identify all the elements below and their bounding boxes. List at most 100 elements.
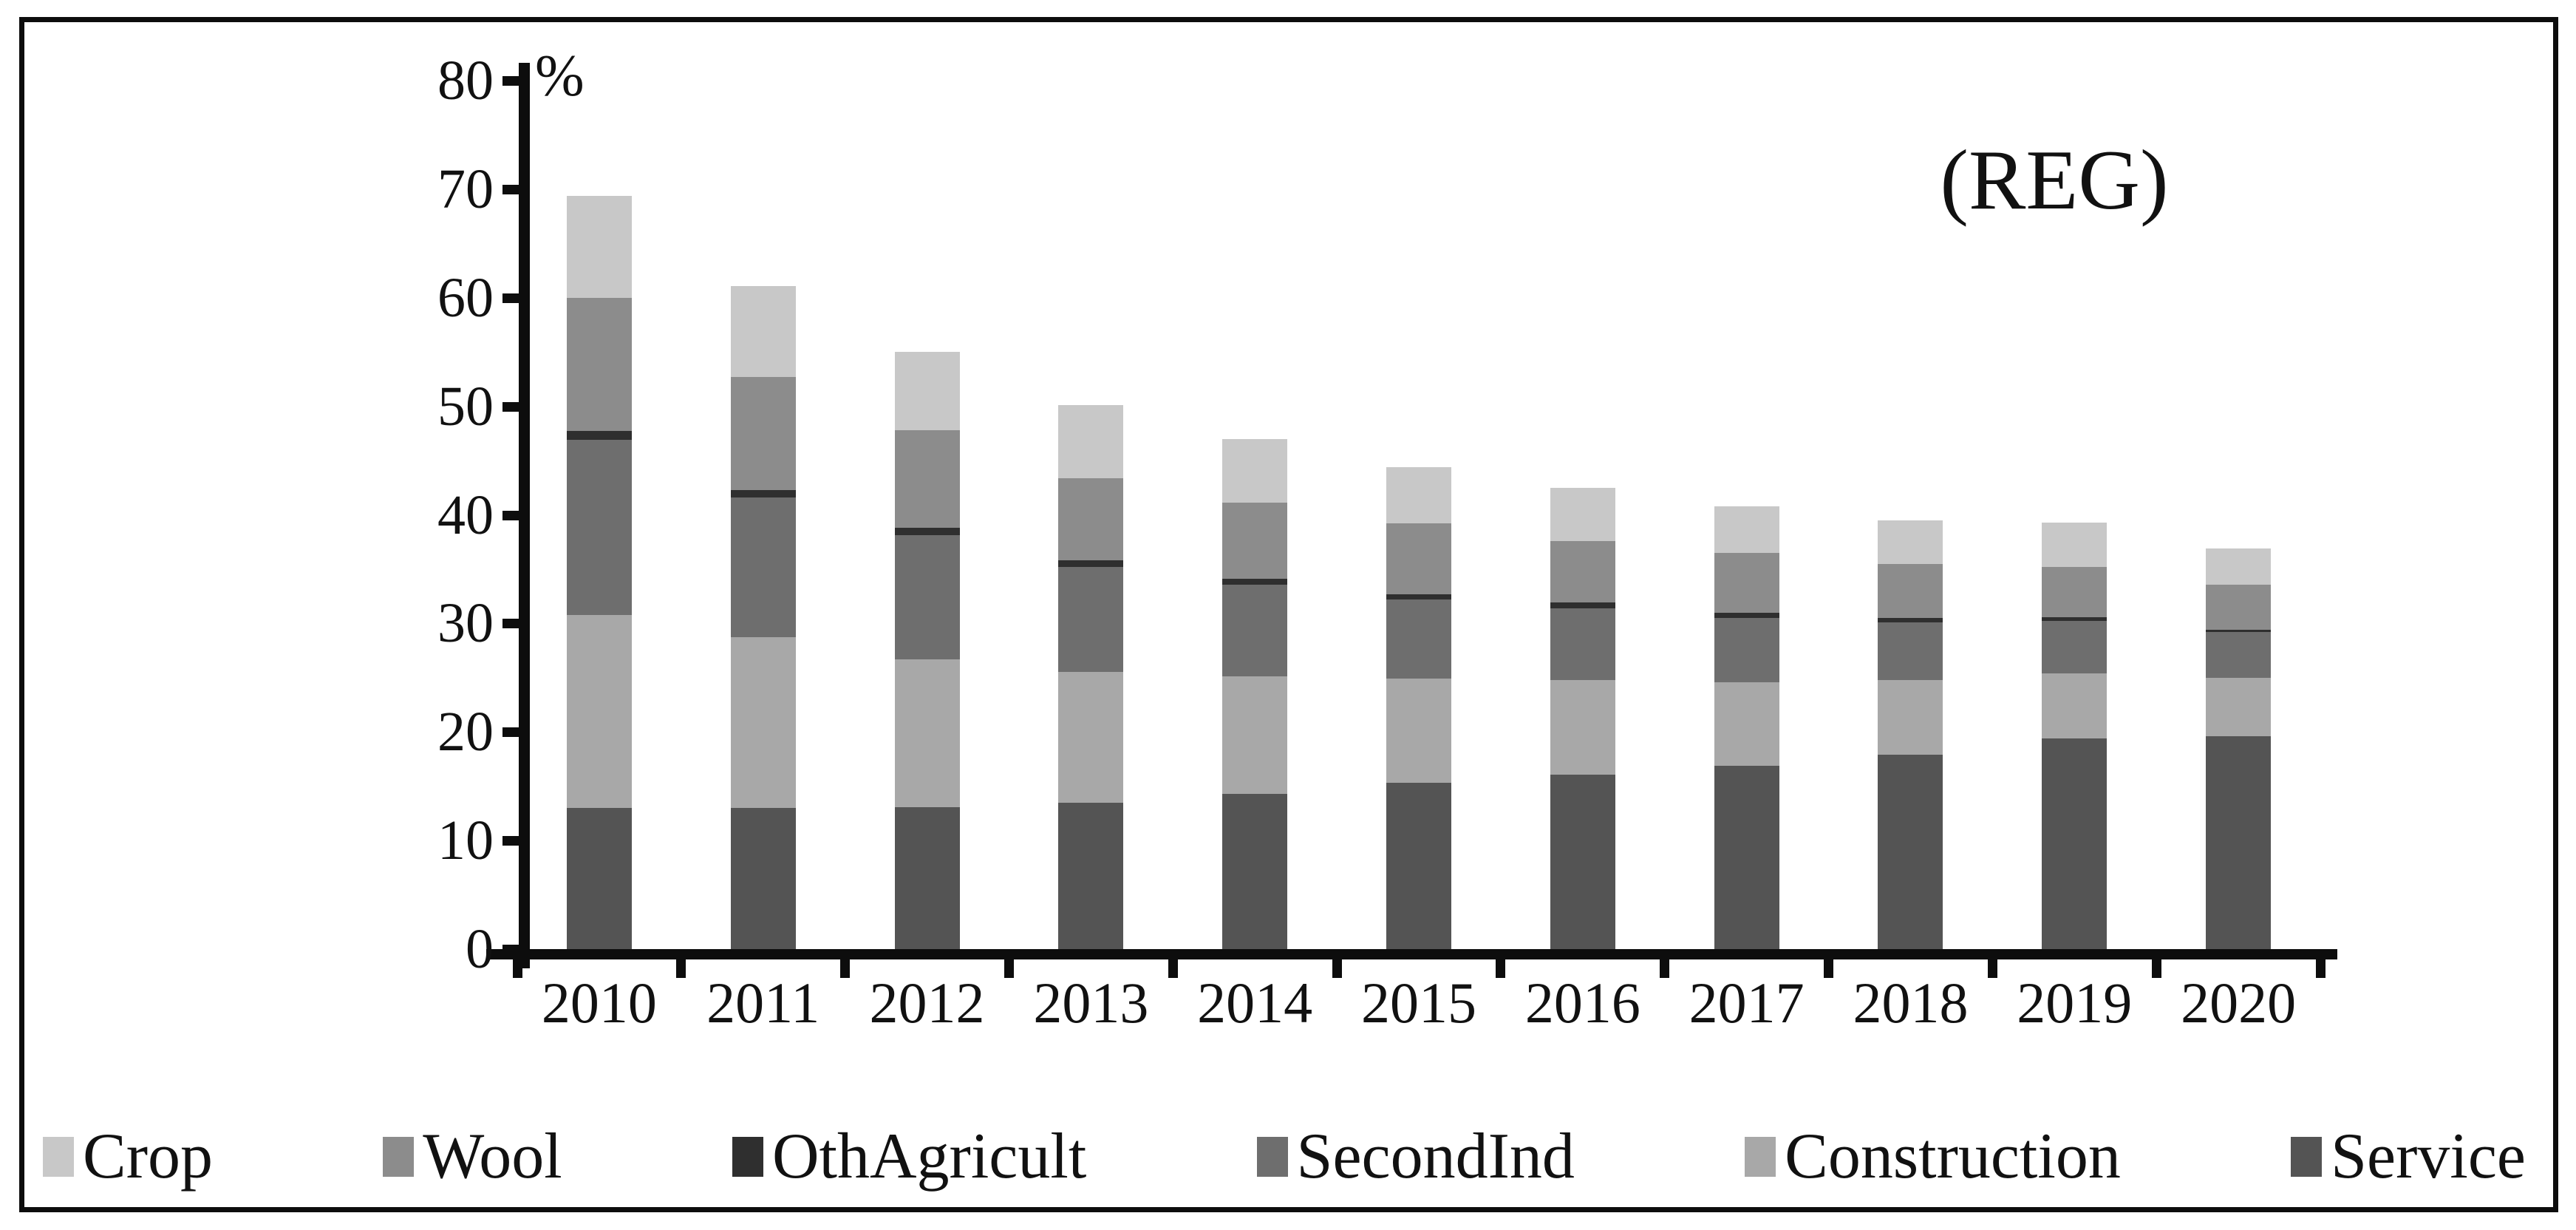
x-year-label-2011: 2011 — [706, 971, 820, 1035]
bar-column-2020 — [2156, 81, 2320, 949]
y-tick — [502, 836, 520, 846]
bar-segment-wool-2014 — [1222, 503, 1288, 580]
y-tick-label: 80 — [437, 50, 494, 112]
figure-frame — [19, 17, 2558, 1212]
bar-segment-secondind-2019 — [2042, 621, 2108, 673]
bar-segment-othagricult-2016 — [1550, 602, 1615, 608]
x-year-label-2013: 2013 — [1033, 971, 1149, 1035]
y-tick-label: 60 — [437, 266, 494, 329]
x-axis-line — [486, 949, 2337, 959]
bar-column-2017 — [1665, 81, 1829, 949]
legend-swatch-crop-icon — [43, 1137, 74, 1177]
bar-segment-service-2011 — [730, 808, 796, 949]
x-year-label-2017: 2017 — [1689, 971, 1805, 1035]
legend-item-construction: Construction — [1745, 1120, 2121, 1194]
y-tick-label: 20 — [437, 701, 494, 764]
bar-segment-secondind-2018 — [1878, 622, 1943, 680]
legend-label-crop: Crop — [83, 1121, 213, 1192]
y-tick — [502, 727, 520, 738]
bar-segment-wool-2017 — [1714, 552, 1779, 613]
x-year-label-2010: 2010 — [541, 971, 657, 1035]
bar-segment-construction-2020 — [2206, 677, 2272, 737]
bar-segment-construction-2018 — [1878, 679, 1943, 755]
bar-segment-service-2017 — [1714, 765, 1779, 949]
bar-segment-othagricult-2015 — [1386, 594, 1451, 600]
bar-segment-wool-2011 — [730, 376, 796, 490]
bar-segment-crop-2020 — [2206, 548, 2272, 585]
bar-segment-secondind-2012 — [894, 535, 960, 659]
x-tick — [1332, 958, 1342, 978]
bar-segment-secondind-2017 — [1714, 618, 1779, 682]
y-tick-label: 70 — [437, 157, 494, 220]
bar-segment-crop-2010 — [566, 195, 632, 298]
y-tick — [502, 184, 520, 194]
y-tick-label: 10 — [437, 809, 494, 872]
bar-segment-construction-2016 — [1550, 679, 1615, 775]
y-tick-label: 30 — [437, 592, 494, 655]
bar-column-2018 — [1829, 81, 1993, 949]
legend-item-othagricult: OthAgricult — [732, 1120, 1086, 1194]
bar-column-2015 — [1337, 81, 1501, 949]
bar-segment-construction-2010 — [566, 614, 632, 809]
bar-segment-secondind-2016 — [1550, 608, 1615, 680]
bar-segment-construction-2015 — [1386, 679, 1451, 784]
x-tick — [1496, 958, 1506, 978]
y-axis-unit-label: % — [535, 44, 585, 109]
legend-item-crop: Crop — [43, 1120, 213, 1194]
bar-segment-secondind-2011 — [730, 497, 796, 638]
y-tick-label: 0 — [466, 918, 494, 980]
bar-segment-service-2015 — [1386, 783, 1451, 949]
bar-segment-crop-2011 — [730, 285, 796, 377]
bar-segment-wool-2019 — [2042, 567, 2108, 617]
x-year-label-2018: 2018 — [1853, 971, 1969, 1035]
bar-segment-wool-2012 — [894, 429, 960, 529]
bar-segment-construction-2011 — [730, 637, 796, 809]
bar-2010 — [566, 195, 632, 949]
plot-area — [517, 81, 2320, 949]
legend-label-secondind: SecondInd — [1296, 1121, 1575, 1192]
bar-column-2012 — [845, 81, 1009, 949]
x-tick — [1824, 958, 1834, 978]
bar-2020 — [2206, 548, 2272, 949]
bar-2017 — [1714, 506, 1779, 949]
bar-2015 — [1386, 466, 1451, 949]
y-axis-line — [519, 63, 530, 968]
bar-segment-construction-2017 — [1714, 682, 1779, 766]
x-tick — [1168, 958, 1178, 978]
x-tick — [512, 958, 522, 978]
bar-segment-othagricult-2019 — [2042, 616, 2108, 622]
bar-segment-othagricult-2017 — [1714, 612, 1779, 619]
bar-segment-othagricult-2012 — [894, 528, 960, 536]
x-year-label-2014: 2014 — [1197, 971, 1313, 1035]
x-year-label-2019: 2019 — [2017, 971, 2133, 1035]
bar-segment-wool-2016 — [1550, 540, 1615, 603]
bar-segment-wool-2015 — [1386, 523, 1451, 594]
legend-swatch-service-icon — [2291, 1137, 2323, 1177]
bar-2019 — [2042, 522, 2108, 949]
x-tick — [676, 958, 686, 978]
legend-label-construction: Construction — [1785, 1121, 2121, 1192]
bar-column-2014 — [1173, 81, 1337, 949]
bar-segment-othagricult-2011 — [730, 489, 796, 497]
bar-segment-wool-2020 — [2206, 584, 2272, 631]
y-tick — [502, 619, 520, 629]
bar-2011 — [730, 285, 796, 949]
bar-segment-service-2014 — [1222, 793, 1288, 949]
bar-segment-secondind-2015 — [1386, 599, 1451, 679]
bar-segment-secondind-2014 — [1222, 584, 1288, 677]
bar-segment-service-2012 — [894, 806, 960, 949]
bar-segment-construction-2014 — [1222, 676, 1288, 794]
y-tick — [502, 293, 520, 303]
bar-segment-construction-2013 — [1058, 672, 1124, 803]
legend-item-secondind: SecondInd — [1256, 1120, 1575, 1194]
bar-segment-crop-2017 — [1714, 506, 1779, 553]
legend-swatch-secondind-icon — [1256, 1137, 1288, 1177]
y-tick — [502, 76, 520, 86]
bar-column-2010 — [517, 81, 681, 949]
bar-segment-wool-2018 — [1878, 563, 1943, 619]
legend-swatch-construction-icon — [1745, 1137, 1776, 1177]
bar-column-2011 — [681, 81, 845, 949]
x-year-label-2015: 2015 — [1360, 971, 1476, 1035]
chart-annotation-reg: (REG) — [1940, 133, 2169, 228]
bar-2018 — [1878, 520, 1943, 949]
